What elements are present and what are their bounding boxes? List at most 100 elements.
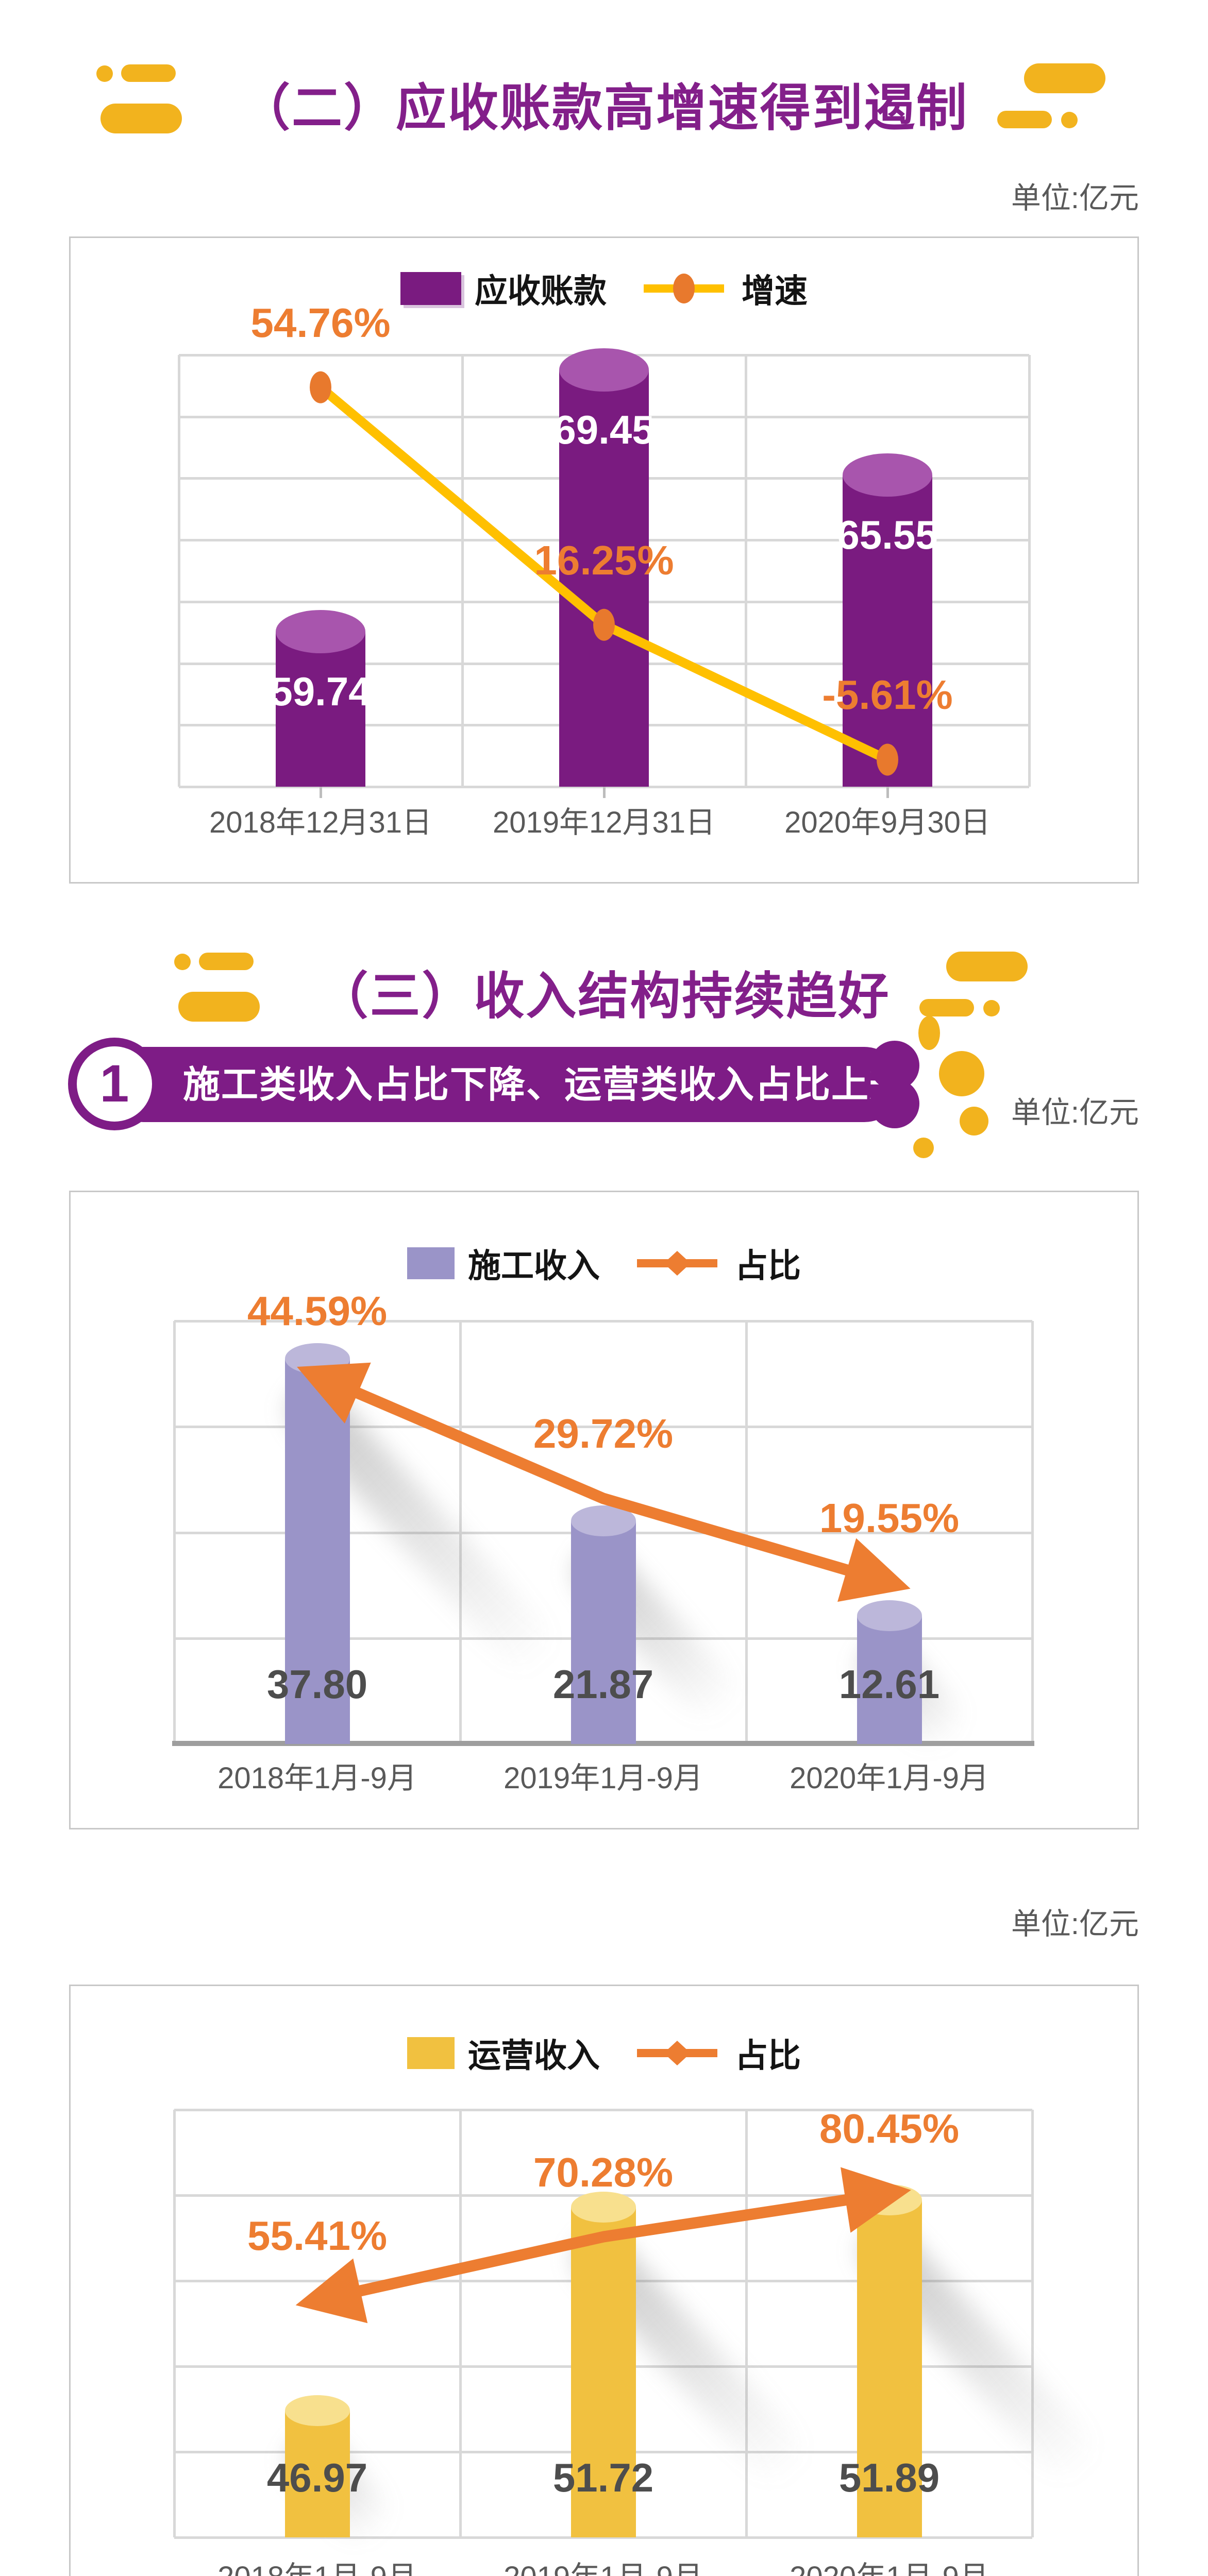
legend-label-line: 占比: [735, 1247, 801, 1284]
legend-swatch: [407, 2037, 455, 2069]
bar-3: [857, 1600, 922, 1744]
decor-dot: [918, 1016, 940, 1050]
axis-tick: [886, 787, 889, 798]
bar-2: [559, 348, 649, 787]
gridline-h: [174, 1320, 1032, 1323]
line-value-label: 44.59%: [247, 1288, 388, 1334]
bar-value-label: 51.89: [838, 2455, 940, 2500]
line-value-label: 16.25%: [534, 537, 674, 583]
bar-top-ellipse: [559, 348, 649, 392]
decor-dot: [939, 1051, 984, 1096]
axis-tick: [320, 787, 322, 798]
ornament-dot-icon: [96, 65, 113, 82]
sub-point-banner: 施工类收入占比下降、运营类收入占比上升: [106, 1041, 919, 1128]
bar-value-label: 51.72: [552, 2455, 654, 2500]
legend-marker: [664, 1251, 691, 1276]
construction-income-chart-card: 施工收入 占比 37.80 21.87 12.61 44.59% 29.72% 19.55% 2…: [69, 1191, 1139, 1829]
ornament-small-bar: [121, 64, 176, 82]
ornament-large-bar: [1024, 63, 1105, 93]
line-marker: [310, 371, 331, 403]
banner-number-badge: 1: [68, 1038, 161, 1130]
gridline-h: [174, 2109, 1032, 2111]
legend-marker: [664, 2041, 691, 2065]
line-value-label: 54.76%: [250, 299, 391, 346]
ornament-small-bar: [997, 111, 1052, 128]
x-axis-label: 2018年1月-9月: [137, 2559, 498, 2576]
bar-value-label: 59.74: [270, 669, 371, 715]
ornament-dot-icon: [1061, 112, 1078, 128]
x-axis-label: 2020年1月-9月: [709, 2559, 1070, 2576]
line-value-label: 19.55%: [819, 1495, 960, 1541]
chart-legend: 施工收入 占比: [71, 1240, 1137, 1287]
bar-top-ellipse: [843, 453, 932, 497]
trend-line-svg: [310, 371, 898, 776]
plot-area: 37.80 21.87 12.61 44.59% 29.72% 19.55% 2018年1月…: [172, 1288, 1034, 1795]
ornament-large-bar: [100, 104, 182, 133]
legend-label-bar: 运营收入: [468, 2037, 600, 2074]
bar-3: [843, 453, 932, 787]
legend-line-marker: [644, 274, 724, 303]
trend-line: [295, 2167, 911, 2324]
line-marker: [877, 743, 898, 776]
gridline-v: [745, 355, 747, 787]
gridline-v: [461, 355, 464, 787]
bar-value-label: 69.45: [553, 406, 655, 452]
title-ornament-left: [96, 63, 211, 144]
title-ornament-right: [997, 63, 1112, 144]
bar-value-label: 37.80: [266, 1662, 368, 1707]
ornament-large-bar: [946, 952, 1028, 981]
bar-1: [284, 2395, 350, 2537]
line-value-label: 29.72%: [533, 1411, 674, 1457]
gridline-v: [745, 2110, 748, 2537]
bar-value-label: 65.55: [837, 512, 938, 558]
decor-dot: [913, 1138, 934, 1158]
line-value-label: 80.45%: [819, 2106, 960, 2152]
banner-bump-decoration: [870, 1079, 919, 1128]
legend-line-marker: [637, 1251, 717, 1276]
unit-label-1: 单位:亿元: [1011, 181, 1139, 215]
decor-dot: [960, 1107, 988, 1136]
section-revenue-header: （三）收入结构持续趋好: [0, 952, 1208, 1032]
bar-value-label: 12.61: [838, 1662, 940, 1707]
section-receivables-header: （二）应收账款高增速得到遏制: [0, 63, 1208, 144]
operating-income-chart-card: 运营收入 占比 46.97 51.72 51.89 55.41% 70.28% 80.45% 2…: [69, 1985, 1139, 2576]
gridline-v: [173, 1321, 176, 1744]
title-ornament-right: [919, 952, 1034, 1032]
receivables-chart-card: 应收账款 增速 59.74 69.45 65.55 54.76% 16.25% -5.61% 2…: [69, 236, 1139, 884]
bar-value-label: 46.97: [266, 2455, 368, 2500]
x-axis-label: 2019年12月31日: [492, 806, 716, 839]
plot-area: 46.9751.7251.8955.41%70.28%80.45%2018年1月…: [173, 2106, 1104, 2576]
x-axis-label: 2018年1月-9月: [217, 1761, 417, 1795]
legend-label-line: 增速: [742, 273, 808, 310]
line-marker: [593, 608, 615, 641]
line-value-label: 55.41%: [247, 2213, 388, 2259]
unit-label-2: 单位:亿元: [1011, 1096, 1139, 1129]
ornament-dot-icon: [174, 954, 191, 970]
gridline-v: [173, 2110, 176, 2537]
ornament-small-bar: [199, 953, 254, 970]
legend-swatch: [400, 272, 461, 305]
x-axis-label: 2020年1月-9月: [790, 1761, 989, 1795]
chart-legend: 运营收入 占比: [71, 2029, 1137, 2077]
plot-area: 59.74 69.45 65.55 54.76% 16.25% -5.61% 2018年12…: [178, 300, 1031, 839]
chart-legend: 应收账款 增速: [71, 265, 1137, 312]
line-value-label: 70.28%: [533, 2149, 674, 2195]
title-ornament-left: [174, 952, 289, 1032]
gridline-v: [1028, 355, 1031, 787]
bar-1: [276, 610, 365, 787]
x-axis-label: 2019年1月-9月: [423, 2559, 784, 2576]
ornament-large-bar: [178, 992, 260, 1022]
banner-text: 施工类收入占比下降、运营类收入占比上升: [183, 1064, 908, 1106]
gridline-v: [178, 355, 180, 787]
legend-label-bar: 施工收入: [468, 1247, 600, 1284]
axis-tick: [603, 787, 606, 798]
section-receivables-title: （二）应收账款高增速得到遏制: [239, 79, 968, 136]
trend-line-svg: [295, 2167, 911, 2324]
section-revenue-title: （三）收入结构持续趋好: [317, 968, 891, 1024]
gridline-v: [1031, 2110, 1034, 2537]
bar-top-ellipse: [857, 1600, 922, 1631]
ornament-dot-icon: [983, 1000, 1000, 1016]
legend-label-line: 占比: [735, 2037, 801, 2074]
trend-line: [297, 1362, 911, 1602]
